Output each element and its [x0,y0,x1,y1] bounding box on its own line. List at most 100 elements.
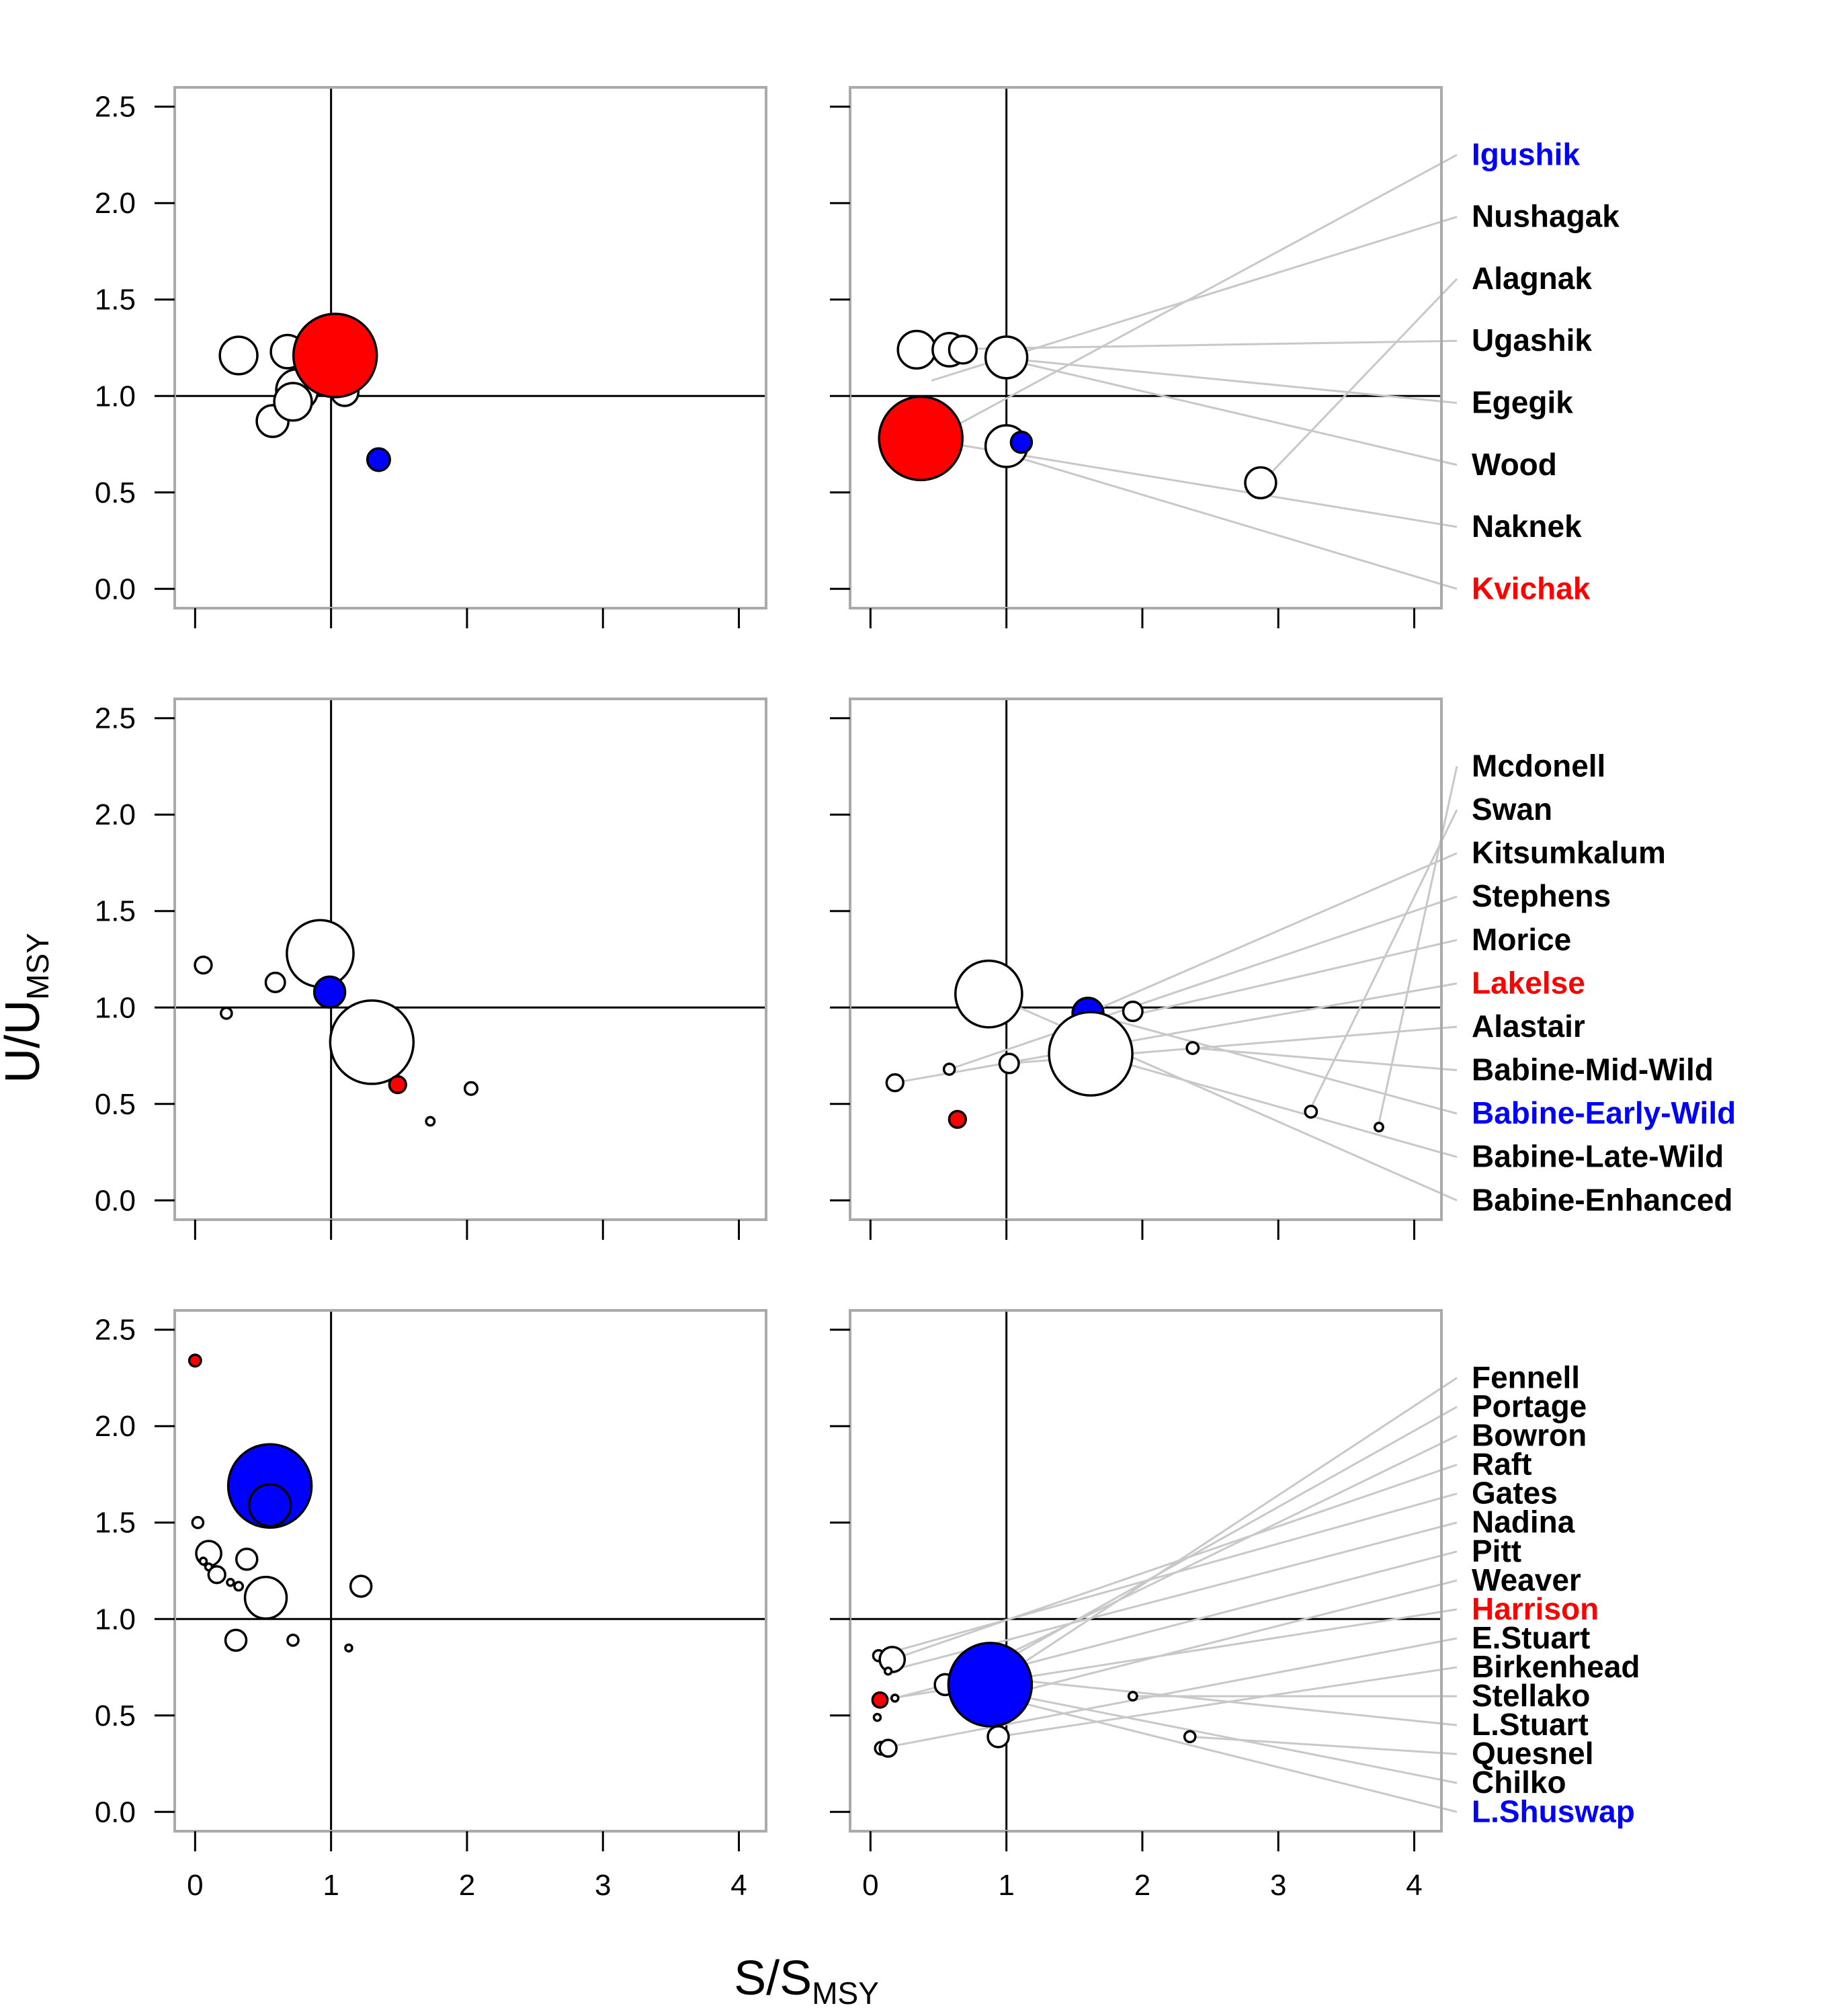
row3-left-x-tick-label: 2 [459,1869,475,1902]
row3-right-frame [849,1309,1443,1833]
row2-right-leader-line [1087,852,1458,1015]
row1-left-y-tick-label: 2.5 [95,91,136,124]
row1-left-frame [173,86,767,610]
row3-right-point [1183,1730,1197,1744]
row3-left-x-tick-label: 4 [730,1869,747,1902]
row3-left-x-tick-label: 1 [323,1869,339,1902]
row3-right-label-quesnel: Quesnel [1472,1736,1594,1771]
row2-right-point [1373,1122,1384,1133]
row3-right-label-gates: Gates [1472,1476,1558,1511]
row1-left-y-tick-label: 1.0 [95,380,136,413]
panels: 0.0 0.5 1.0 1.5 2.0 2.5 Igushik Nushagak Alagnak… [95,86,1736,1902]
row3-right-label-chilko: Chilko [1472,1765,1566,1800]
row2-right-leader-line [1310,809,1458,1109]
row3-right-point [878,1738,898,1758]
row3-left-y-tick-label: 1.0 [95,1603,136,1636]
row2-left-point [194,955,213,975]
row1-left-y-tick-label: 0.0 [95,573,136,605]
row1-right-leader-line [992,449,1458,590]
row3-left-point [187,1353,202,1368]
row3-left-point [243,1575,288,1620]
row3-right-x-tick-label: 1 [998,1869,1014,1902]
row2-left-y-tick-label: 2.5 [95,702,136,735]
row1-right-leader-line [1006,358,1458,466]
row2-right-leader-line [894,982,1458,1084]
row1-right-point [878,395,964,482]
row3-left-point [191,1515,205,1529]
row1-right-point [1244,466,1277,500]
row3-left-point [233,1581,245,1592]
row2-left-point [329,999,415,1085]
row3-right-leader-line [878,1493,1458,1657]
row3-right-leader-line [1189,1735,1458,1755]
row2-right-label-alastair: Alastair [1472,1009,1585,1044]
row3-right-label-l-shuswap: L.Shuswap [1472,1794,1635,1829]
row2-left-point [312,975,347,1009]
row3-right-point [878,1646,907,1673]
row2-left-y-tick-label: 0.5 [95,1088,136,1121]
row2-right-panel: Mcdonell Swan Kitsumkalum Stephens Morice Lak… [830,698,1736,1240]
row3-left-x-tick-label: 3 [595,1869,611,1902]
row1-right-frame [849,86,1443,610]
row3-right-label-birkenhead: Birkenhead [1472,1649,1640,1684]
row1-right-label-igushik: Igushik [1472,136,1580,171]
row2-right-leader-line [1132,939,1458,1017]
row1-right-label-wood: Wood [1472,447,1557,482]
row2-left-point [463,1081,479,1096]
row2-left-frame [173,698,767,1221]
row3-right-x-tick-label: 3 [1270,1869,1286,1902]
row1-right-label-ugashik: Ugashik [1472,323,1592,358]
row3-right-label-portage: Portage [1472,1389,1587,1424]
row3-left-panel: 0.0 0.5 1.0 1.5 2.0 2.5 0 1 2 3 4 [95,1309,767,1902]
row3-right-point [986,1725,1010,1749]
row3-right-label-nadina: Nadina [1472,1505,1575,1540]
row2-right-point [942,1062,956,1076]
row2-left-point [286,919,355,989]
row1-right-points [878,329,1277,500]
row2-left-point [425,1116,436,1127]
row1-right-label-egegik: Egegik [1472,385,1573,420]
row3-right-label-e-stuart: E.Stuart [1472,1620,1590,1655]
row2-left-points [194,919,479,1127]
row3-right-x-tick-label: 2 [1134,1869,1150,1902]
row2-right-leader-line [1090,1052,1458,1159]
x-axis-title: S/SMSY [734,1951,879,2011]
row3-right-label-pitt: Pitt [1472,1534,1521,1568]
row3-right-label-fennell: Fennell [1472,1359,1580,1394]
row3-right-label-bowron: Bowron [1472,1418,1587,1453]
row2-right-leader-line [1087,1012,1458,1115]
row3-right-label-harrison: Harrison [1472,1591,1599,1626]
row3-left-y-tick-label: 0.5 [95,1699,136,1732]
row1-right-point [896,329,937,370]
row2-right-label-babine-enhanced: Babine-Enhanced [1472,1182,1733,1217]
row3-right-points [871,1642,1197,1758]
row1-left-point [366,447,391,472]
row3-right-label-raft: Raft [1472,1447,1531,1482]
row1-left-points [218,312,391,472]
row1-left-point [218,335,259,376]
row1-right-point [948,335,978,365]
row3-left-points [187,1353,373,1653]
row2-right-point [948,1109,967,1129]
row3-left-point [207,1565,226,1585]
row3-left-point [224,1628,248,1652]
row3-right-point [871,1691,889,1709]
row2-right-points [885,959,1384,1133]
row3-right-leader-line [985,1579,1458,1702]
row3-right-point [883,1667,893,1676]
row3-left-point [286,1634,300,1647]
row1-right-leader-line [1257,278,1458,488]
row2-right-point [885,1073,905,1093]
row3-right-leader-line [881,1637,1458,1750]
row3-right-leader-line [989,1377,1458,1686]
row3-right-leader-line [944,1435,1458,1686]
row2-left-y-tick-label: 2.0 [95,798,136,831]
row3-left-y-tick-label: 1.5 [95,1507,136,1540]
row3-right-point [890,1693,900,1703]
row2-left-y-tick-label: 1.5 [95,895,136,928]
row2-right-frame [849,698,1443,1221]
row2-left-point [220,1007,233,1020]
row2-right-label-kitsumkalum: Kitsumkalum [1472,835,1666,870]
row2-left-y-tick-label: 1.0 [95,991,136,1024]
row3-left-point [235,1548,259,1571]
